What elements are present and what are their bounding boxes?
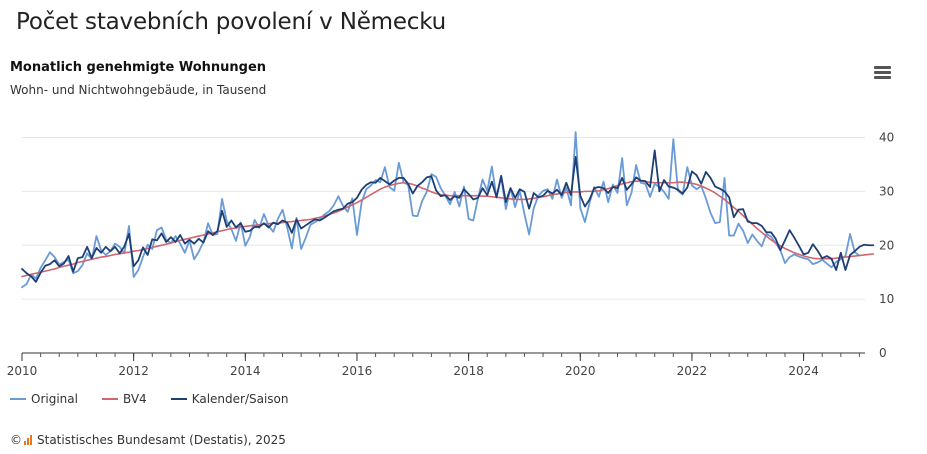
legend-swatch (10, 398, 26, 400)
copyright-symbol: © (10, 433, 22, 447)
y-tick-label: 30 (879, 184, 894, 198)
legend-label: BV4 (122, 392, 147, 406)
x-tick-label: 2022 (677, 364, 708, 378)
credits: © Statistisches Bundesamt (Destatis), 20… (10, 433, 286, 447)
legend-swatch (170, 398, 187, 400)
legend-item[interactable]: Kalender/Saison (170, 392, 289, 406)
chart-title: Monatlich genehmigte Wohnungen (10, 60, 267, 75)
legend-label: Kalender/Saison (191, 392, 289, 406)
series-line-bv4 (21, 180, 875, 278)
x-tick-label: 2020 (565, 364, 596, 378)
y-tick-label: 20 (879, 238, 894, 252)
y-tick-label: 40 (879, 131, 894, 145)
legend-item[interactable]: BV4 (101, 392, 147, 406)
x-tick-label: 2012 (118, 364, 149, 378)
series-line-kalender-saison (21, 149, 875, 283)
credits-text[interactable]: Statistisches Bundesamt (Destatis), 2025 (37, 433, 286, 447)
x-tick-label: 2024 (788, 364, 819, 378)
y-tick-label: 10 (879, 292, 894, 306)
legend-label: Original (31, 392, 78, 406)
hamburger-menu-icon[interactable] (871, 64, 895, 84)
series-line-original (21, 131, 861, 289)
x-tick-label: 2014 (230, 364, 261, 378)
page-title: Počet stavebních povolení v Německu (16, 9, 447, 35)
x-tick-label: 2018 (453, 364, 484, 378)
y-tick-label: 0 (879, 346, 887, 360)
x-tick-label: 2016 (342, 364, 373, 378)
legend: Original BV4 Kalender/Saison (10, 392, 313, 406)
destatis-logo-icon (24, 435, 33, 445)
legend-item[interactable]: Original (10, 392, 78, 406)
x-tick-label: 2010 (7, 364, 38, 378)
chart-subtitle: Wohn- und Nichtwohngebäude, in Tausend (10, 83, 267, 97)
legend-swatch (101, 398, 118, 400)
